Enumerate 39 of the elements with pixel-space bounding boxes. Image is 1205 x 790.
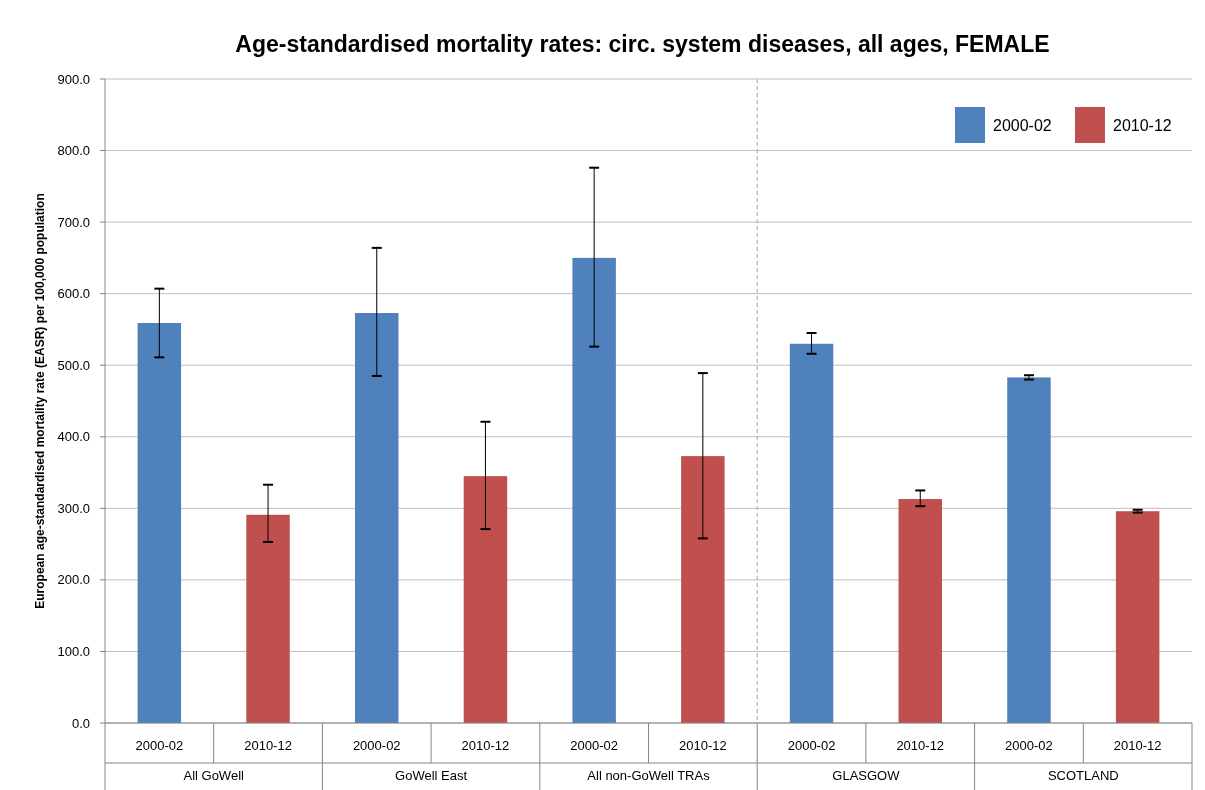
y-tick-label: 0.0 xyxy=(71,715,90,731)
text: 2000-02 xyxy=(135,738,184,753)
bar xyxy=(1007,377,1051,723)
bar xyxy=(572,257,616,723)
text: 2010-12 xyxy=(461,738,510,753)
x-tick-label: All GoWell xyxy=(183,768,245,783)
legend-label: 2010-12 xyxy=(1113,116,1172,134)
x-tick-label: GoWell East xyxy=(395,768,468,783)
x-tick-label: All non-GoWell TRAs xyxy=(587,768,711,783)
y-tick-label: 100.0 xyxy=(57,643,90,659)
legend-label: 2000-02 xyxy=(993,116,1052,134)
chart-title: Age-standardised mortality rates: circ. system diseases, all ages, FEMALE xyxy=(235,31,1050,57)
y-tick-label: 300.0 xyxy=(57,500,90,516)
y-tick-label: 600.0 xyxy=(57,286,90,302)
y-tick-label: 900.0 xyxy=(57,71,90,87)
bar xyxy=(246,514,290,723)
x-tick-label: GLASGOW xyxy=(832,768,901,783)
bar xyxy=(463,476,508,723)
bar xyxy=(137,323,182,723)
text: 2000-02 xyxy=(570,738,619,753)
text: 2000-02 xyxy=(787,738,836,753)
y-axis-title: European age-standardised mortality rate (EASR) per 100,000 population xyxy=(33,193,47,609)
x-tick-label: SCOTLAND xyxy=(1047,768,1119,783)
y-tick-label: 400.0 xyxy=(57,429,90,445)
text: 2000-02 xyxy=(352,738,401,753)
text: 2010-12 xyxy=(678,738,727,753)
y-tick-label: 700.0 xyxy=(57,214,90,230)
y-tick-label: 200.0 xyxy=(57,572,90,588)
bar xyxy=(789,343,834,723)
bar xyxy=(681,456,725,723)
y-tick-label: 500.0 xyxy=(57,357,90,373)
y-tick-label: 800.0 xyxy=(57,143,90,159)
text: 2010-12 xyxy=(896,738,945,753)
bar xyxy=(898,499,942,723)
bar xyxy=(355,312,399,723)
text: 2000-02 xyxy=(1005,738,1053,753)
text: 2010-12 xyxy=(1113,738,1162,753)
text: 2010-12 xyxy=(244,738,292,753)
bar xyxy=(1115,511,1160,723)
